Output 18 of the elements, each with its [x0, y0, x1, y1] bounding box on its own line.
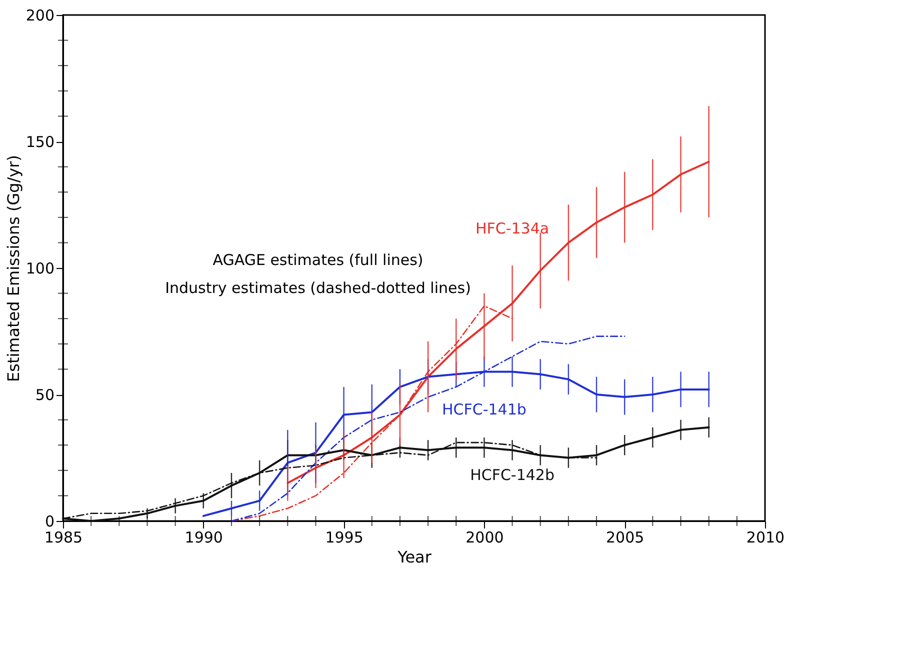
y-tick-label: 0 — [44, 512, 54, 530]
y-tick-label: 50 — [35, 386, 54, 404]
x-tick-label: 1985 — [44, 528, 83, 546]
y-tick-label: 150 — [26, 133, 54, 151]
x-tick-label: 2010 — [746, 528, 785, 546]
y-tick-label: 200 — [26, 6, 54, 24]
x-axis-title: Year — [396, 548, 432, 566]
x-tick-label: 1990 — [184, 528, 223, 546]
series-label: HCFC-141b — [442, 400, 526, 419]
y-axis-title: Estimated Emissions (Gg/yr) — [4, 155, 23, 382]
y-tick-label: 100 — [26, 260, 54, 278]
x-tick-label: 1995 — [325, 528, 364, 546]
x-tick-label: 2005 — [606, 528, 644, 546]
annotation: AGAGE estimates (full lines) — [212, 251, 424, 269]
x-tick-label: 2000 — [466, 528, 504, 546]
annotation: Industry estimates (dashed-dotted lines) — [165, 279, 471, 297]
series-label: HCFC-142b — [470, 466, 554, 484]
series-label: HFC-134a — [475, 219, 550, 238]
